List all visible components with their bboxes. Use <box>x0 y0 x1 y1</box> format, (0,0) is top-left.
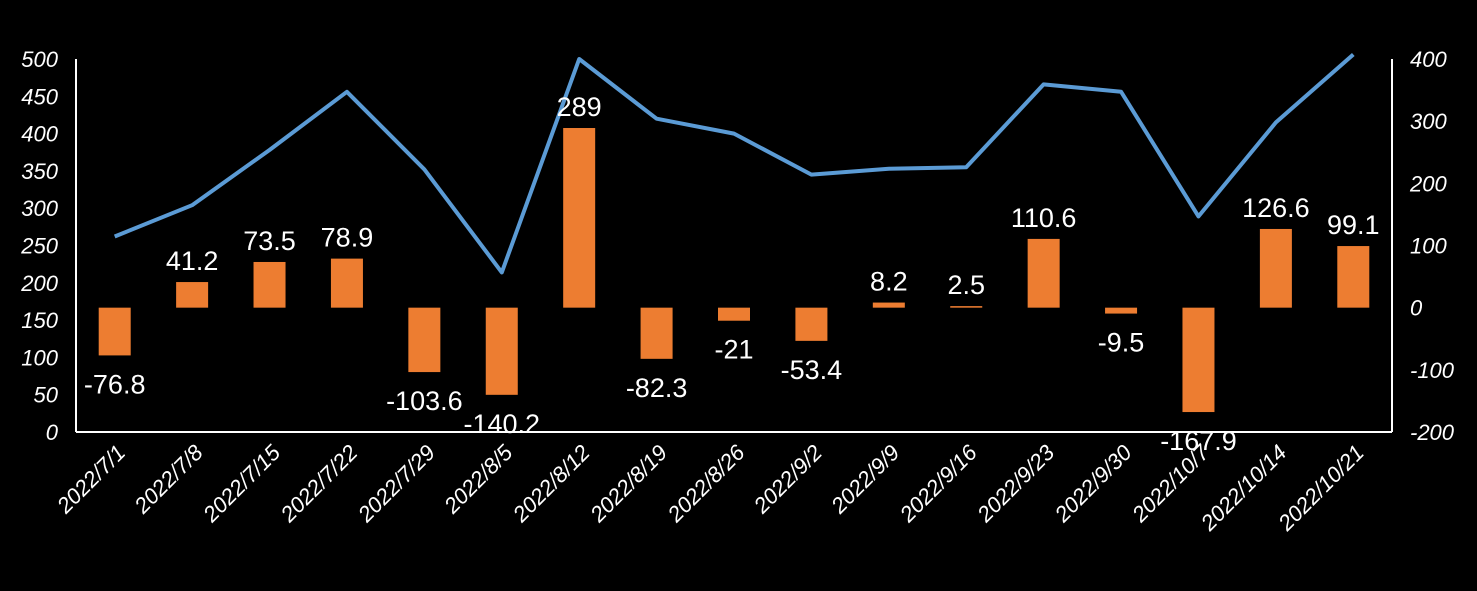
x-tick-label: 2022/8/12 <box>507 440 595 528</box>
right-tick-label: -100 <box>1410 358 1455 383</box>
left-tick-label: 50 <box>34 383 59 408</box>
line-path <box>113 52 1355 275</box>
bar <box>330 258 363 308</box>
bar-data-label: 110.6 <box>1011 203 1077 233</box>
bar-data-label: -103.6 <box>386 386 463 416</box>
x-tick-label: 2022/8/5 <box>438 439 517 518</box>
right-tick-label: -200 <box>1410 420 1455 445</box>
right-tick-label: 300 <box>1410 109 1447 134</box>
bar <box>408 307 441 373</box>
bar-data-label: -167.9 <box>1160 426 1237 456</box>
left-tick-label: 450 <box>21 84 58 109</box>
line-series <box>113 52 1355 275</box>
bar <box>253 261 286 308</box>
bar-data-label: -82.3 <box>626 373 688 403</box>
bar-data-label: -140.2 <box>463 409 540 439</box>
x-tick-label: 2022/9/9 <box>825 440 904 519</box>
right-axis-ticks: -200 -100 0 100 200 300 400 <box>1409 47 1455 445</box>
right-tick-label: 200 <box>1409 171 1447 196</box>
x-tick-label: 2022/7/15 <box>197 439 285 527</box>
bar-data-label: 126.6 <box>1242 193 1310 223</box>
x-tick-label: 2022/9/2 <box>748 440 827 519</box>
left-tick-label: 500 <box>21 47 58 72</box>
x-tick-label: 2022/9/16 <box>894 439 982 527</box>
bar <box>176 282 209 308</box>
bar <box>1337 246 1370 308</box>
bar <box>640 307 673 359</box>
left-tick-label: 350 <box>21 159 58 184</box>
x-tick-label: 2022/8/19 <box>585 440 673 528</box>
left-tick-label: 0 <box>46 420 59 445</box>
x-tick-label: 2022/7/22 <box>275 440 363 528</box>
bar-data-label: -21 <box>714 335 753 365</box>
bar-data-label: 41.2 <box>166 246 219 276</box>
x-tick-label: 2022/9/23 <box>972 439 1060 527</box>
bar-data-label: 289 <box>557 92 602 122</box>
bar-data-labels: -76.8 41.2 73.5 78.9 -103.6-140.2 289 -82.3 -21… <box>84 92 1380 456</box>
bar-data-label: 2.5 <box>947 270 985 300</box>
bar <box>1027 238 1060 308</box>
bar-data-label: 78.9 <box>321 223 374 253</box>
left-axis-ticks: 0 50 100 150 200 250 300 350 400 450 500 <box>20 47 58 445</box>
bar-data-label: -53.4 <box>781 355 843 385</box>
bar <box>795 307 828 341</box>
x-tick-label: 2022/7/8 <box>129 439 208 518</box>
bar-data-label: 8.2 <box>870 267 908 297</box>
left-tick-label: 150 <box>21 308 58 333</box>
bar-data-label: 73.5 <box>243 226 296 256</box>
bar <box>1259 228 1292 308</box>
bar-data-label: -76.8 <box>84 369 146 399</box>
x-tick-label: 2022/9/30 <box>1049 439 1137 527</box>
right-tick-label: 400 <box>1410 47 1447 72</box>
bar-data-label: -9.5 <box>1098 328 1145 358</box>
bar <box>485 307 518 395</box>
x-tick-label: 2022/8/26 <box>662 439 750 527</box>
axes <box>75 59 1393 433</box>
right-tick-label: 100 <box>1410 234 1447 259</box>
left-tick-label: 300 <box>21 196 58 221</box>
left-tick-label: 250 <box>20 234 58 259</box>
bar-series <box>98 128 1370 413</box>
bar <box>563 128 596 308</box>
x-tick-label: 2022/7/1 <box>51 440 130 519</box>
bar <box>872 302 905 308</box>
x-tick-label: 2022/7/29 <box>352 440 440 528</box>
bar <box>1182 307 1215 413</box>
bar <box>950 306 983 308</box>
bar <box>98 307 131 356</box>
bar <box>718 307 750 321</box>
left-tick-label: 400 <box>21 122 58 147</box>
bar-data-label: 99.1 <box>1327 210 1380 240</box>
left-tick-label: 100 <box>21 345 58 370</box>
right-tick-label: 0 <box>1410 296 1423 321</box>
bar <box>1105 307 1138 314</box>
left-tick-label: 200 <box>20 271 58 296</box>
